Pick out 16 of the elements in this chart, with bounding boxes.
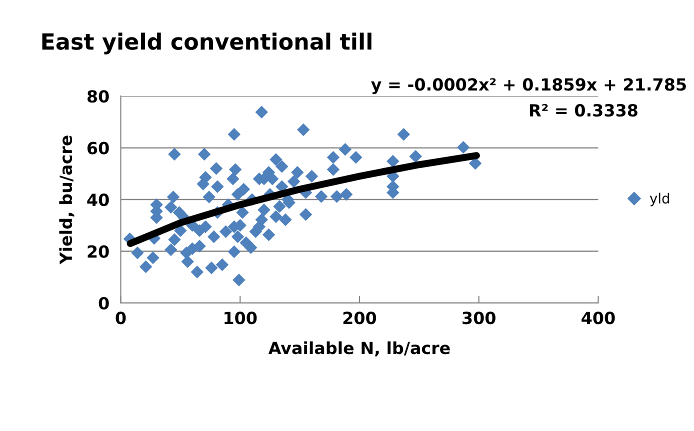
- text: y = -0.0002x² + 0.1859x + 21.785: [371, 78, 686, 94]
- x-tick-label: 200: [343, 312, 376, 324]
- x-tick-label: 0: [116, 312, 126, 324]
- y-axis-title: Yield, bu/acre: [59, 136, 74, 264]
- x-tick-label: 400: [582, 312, 615, 324]
- annotation: R² = 0.3338: [530, 104, 638, 117]
- x-axis-title: Available N, lb/acre: [268, 341, 450, 356]
- y-tick-label: 20: [88, 245, 109, 258]
- y-tick-label: 60: [87, 142, 109, 154]
- legend-label: yld: [650, 192, 670, 206]
- y-tick-label: 80: [87, 90, 109, 103]
- chart-title: East yield conventional till: [42, 32, 372, 54]
- x-tick-label: 100: [224, 312, 257, 324]
- y-tick-label: 0: [98, 296, 109, 310]
- x-tick-label: 300: [462, 312, 496, 324]
- y-tick-label: 40: [87, 194, 109, 206]
